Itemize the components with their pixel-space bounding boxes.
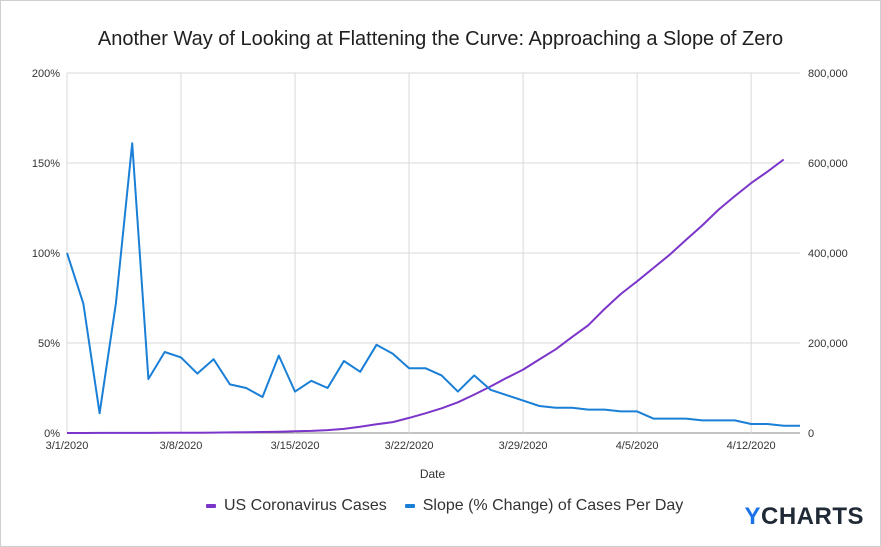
x-axis-label: Date — [420, 467, 446, 481]
y-right-tick-label: 0 — [808, 428, 814, 440]
y-right-tick-label: 200,000 — [808, 338, 848, 350]
y-left-tick-label: 200% — [32, 68, 60, 80]
x-tick-label: 3/1/2020 — [46, 440, 89, 452]
x-tick-label: 3/8/2020 — [160, 440, 203, 452]
y-right-tick-label: 600,000 — [808, 158, 848, 170]
legend-label-slope: Slope (% Change) of Cases Per Day — [422, 497, 684, 514]
legend-item-slope[interactable]: Slope (% Change) of Cases Per Day — [404, 497, 684, 515]
legend-item-cases[interactable]: US Coronavirus Cases — [206, 497, 387, 515]
series-line-cases — [67, 158, 785, 434]
x-tick-label: 3/22/2020 — [385, 440, 434, 452]
series-line-slope — [66, 142, 800, 427]
y-left-tick-label: 0% — [44, 428, 60, 440]
x-tick-label: 4/5/2020 — [616, 440, 659, 452]
chart-title: Another Way of Looking at Flattening the… — [97, 28, 784, 50]
y-left-tick-label: 100% — [32, 248, 60, 260]
x-tick-label: 4/12/2020 — [727, 440, 776, 452]
chart-legend: US Coronavirus Cases Slope (% Change) of… — [206, 497, 701, 515]
legend-label-cases: US Coronavirus Cases — [224, 497, 387, 514]
y-right-tick-label: 400,000 — [808, 248, 848, 260]
x-tick-label: 3/29/2020 — [499, 440, 548, 452]
x-tick-label: 3/15/2020 — [271, 440, 320, 452]
ycharts-logo: YCHARTS — [744, 503, 864, 530]
legend-swatch-cases — [206, 504, 216, 508]
legend-swatch-slope — [404, 504, 415, 508]
y-left-tick-label: 150% — [32, 158, 60, 170]
y-left-tick-label: 50% — [38, 338, 60, 350]
y-right-tick-label: 800,000 — [808, 68, 848, 80]
